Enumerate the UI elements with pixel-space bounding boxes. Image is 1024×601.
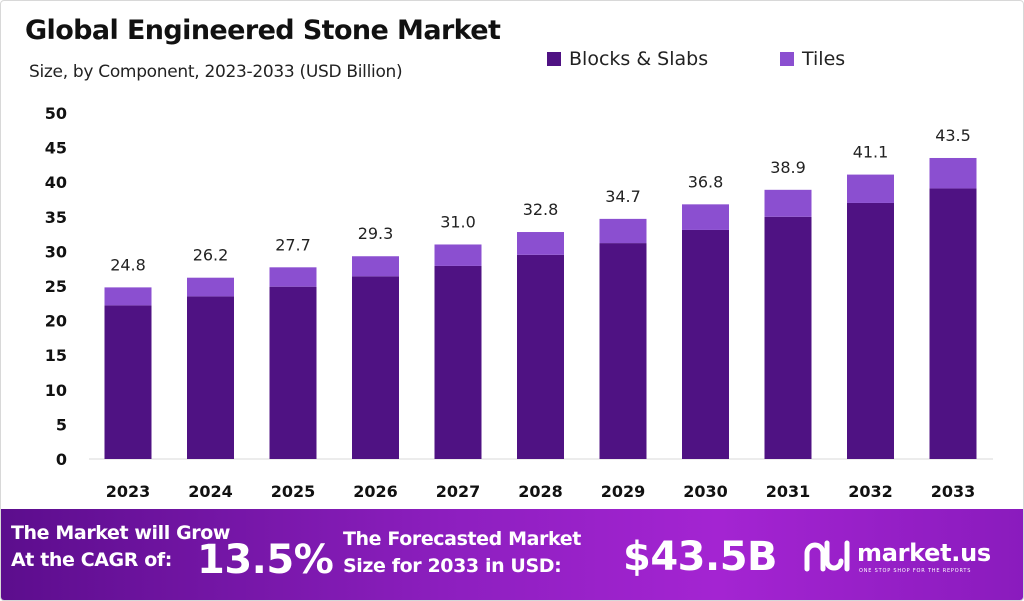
bar-blocks-slabs — [682, 229, 729, 459]
brand-name: market.us — [857, 539, 991, 567]
x-tick-label: 2033 — [931, 482, 976, 501]
y-tick-label: 35 — [45, 208, 67, 227]
bar-tiles — [104, 287, 152, 306]
legend-item-tiles: Tiles — [780, 47, 845, 71]
bar-blocks-slabs — [764, 216, 812, 459]
legend-swatch-tiles — [780, 52, 794, 66]
bars — [104, 157, 977, 460]
x-tick-label: 2032 — [848, 482, 893, 501]
y-tick-label: 5 — [56, 415, 67, 434]
bar-tiles — [764, 189, 812, 217]
bar-tiles — [847, 174, 894, 203]
chart-subtitle: Size, by Component, 2023-2033 (USD Billi… — [29, 62, 403, 82]
bar-blocks-slabs — [847, 202, 894, 459]
bar-total-label: 24.8 — [110, 255, 146, 274]
cagr-value: 13.5% — [197, 537, 334, 583]
legend-swatch-blocks-slabs — [547, 52, 561, 66]
y-tick-label: 50 — [45, 104, 67, 123]
bar-blocks-slabs — [269, 286, 317, 459]
forecast-caption-line2: Size for 2033 in USD: — [343, 555, 562, 577]
cagr-caption-line2: At the CAGR of: — [11, 549, 172, 571]
x-tick-label: 2027 — [436, 482, 481, 501]
cagr-caption-line1: The Market will Grow — [11, 522, 231, 544]
market-us-logo-icon — [804, 540, 850, 572]
bar-total-label: 36.8 — [688, 172, 724, 191]
y-tick-label: 30 — [45, 242, 67, 261]
bar-tiles — [352, 256, 399, 277]
y-tick-label: 45 — [45, 139, 67, 158]
bar-blocks-slabs — [599, 243, 647, 459]
brand-tagline: ONE STOP SHOP FOR THE REPORTS — [859, 568, 972, 574]
y-tick-label: 25 — [45, 277, 67, 296]
forecast-caption-line1: The Forecasted Market — [343, 528, 581, 550]
y-tick-label: 15 — [45, 346, 67, 365]
x-axis-ticks: 2023 2024 2025 2026 2027 2028 2029 2030 2031 2032… — [106, 482, 976, 501]
bar-tiles — [434, 244, 482, 266]
bar-blocks-slabs — [187, 296, 234, 459]
bar-tiles — [929, 157, 977, 189]
y-tick-label: 10 — [45, 381, 67, 400]
x-tick-label: 2025 — [271, 482, 316, 501]
forecast-value: $43.5B — [623, 534, 778, 580]
x-tick-label: 2029 — [601, 482, 646, 501]
y-tick-label: 0 — [56, 450, 67, 469]
bar-total-label: 27.7 — [275, 235, 311, 254]
bar-tiles — [187, 277, 234, 297]
bar-tiles — [269, 267, 317, 287]
value-labels: 24.8 26.2 27.7 29.3 31.0 32.8 34.7 36.8 38.9 41.1… — [110, 126, 971, 274]
bar-total-label: 26.2 — [193, 246, 229, 265]
bar-total-label: 38.9 — [770, 158, 806, 177]
bar-total-label: 41.1 — [853, 143, 889, 162]
bar-blocks-slabs — [352, 276, 399, 459]
legend-label-blocks-slabs: Blocks & Slabs — [569, 48, 709, 70]
bar-blocks-slabs — [434, 265, 482, 459]
x-tick-label: 2031 — [766, 482, 811, 501]
summary-banner: The Market will Grow At the CAGR of: 13.… — [1, 509, 1023, 600]
bar-total-label: 29.3 — [358, 224, 394, 243]
bar-tiles — [599, 218, 647, 244]
bar-blocks-slabs — [929, 188, 977, 460]
bar-tiles — [682, 204, 729, 230]
x-tick-label: 2026 — [353, 482, 398, 501]
x-tick-label: 2028 — [518, 482, 563, 501]
y-axis-ticks: 0 5 10 15 20 25 30 35 40 45 50 — [45, 104, 67, 469]
bar-total-label: 34.7 — [605, 187, 641, 206]
x-tick-label: 2023 — [106, 482, 151, 501]
legend-item-blocks-slabs: Blocks & Slabs — [547, 47, 708, 71]
chart-title: Global Engineered Stone Market — [25, 15, 501, 46]
bar-blocks-slabs — [517, 254, 564, 459]
bar-total-label: 31.0 — [440, 212, 476, 231]
x-tick-label: 2030 — [683, 482, 728, 501]
y-tick-label: 20 — [45, 312, 67, 331]
x-tick-label: 2024 — [188, 482, 233, 501]
bar-blocks-slabs — [104, 305, 152, 459]
y-tick-label: 40 — [45, 173, 67, 192]
legend-label-tiles: Tiles — [802, 48, 846, 70]
bar-tiles — [517, 232, 564, 255]
bar-total-label: 43.5 — [935, 126, 971, 145]
bar-total-label: 32.8 — [523, 200, 559, 219]
